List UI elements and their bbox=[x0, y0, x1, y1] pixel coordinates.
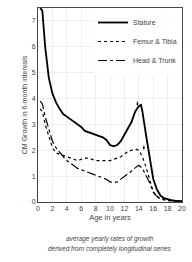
svg-text:12: 12 bbox=[121, 205, 129, 212]
svg-text:1: 1 bbox=[32, 173, 36, 180]
svg-text:16: 16 bbox=[149, 205, 157, 212]
svg-text:Head & Trunk: Head & Trunk bbox=[133, 57, 176, 64]
svg-text:0: 0 bbox=[36, 205, 40, 212]
svg-text:3: 3 bbox=[32, 121, 36, 128]
svg-text:derived from completely longit: derived from completely longitudinal ser… bbox=[48, 245, 172, 253]
svg-text:6: 6 bbox=[79, 205, 83, 212]
svg-text:5: 5 bbox=[32, 69, 36, 76]
svg-text:20: 20 bbox=[178, 205, 186, 212]
svg-text:Stature: Stature bbox=[133, 19, 156, 26]
svg-text:0: 0 bbox=[32, 198, 36, 205]
svg-text:Femur & Tibia: Femur & Tibia bbox=[133, 38, 177, 45]
svg-text:8: 8 bbox=[94, 205, 98, 212]
svg-text:4: 4 bbox=[65, 205, 69, 212]
svg-text:2: 2 bbox=[50, 205, 54, 212]
svg-text:6: 6 bbox=[32, 43, 36, 50]
svg-text:average yearly rates of growth: average yearly rates of growth bbox=[66, 235, 154, 243]
svg-text:4: 4 bbox=[32, 95, 36, 102]
svg-text:CM Growth in 6-month intervals: CM Growth in 6-month intervals bbox=[21, 55, 28, 154]
svg-text:7: 7 bbox=[32, 17, 36, 24]
svg-text:14: 14 bbox=[135, 205, 143, 212]
svg-text:Age in years: Age in years bbox=[89, 213, 131, 222]
svg-text:18: 18 bbox=[164, 205, 172, 212]
svg-text:2: 2 bbox=[32, 147, 36, 154]
svg-text:10: 10 bbox=[106, 205, 114, 212]
